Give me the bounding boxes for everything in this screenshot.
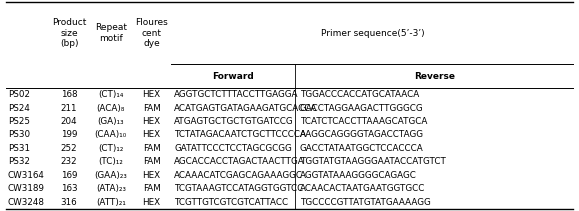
Text: HEX: HEX — [142, 90, 161, 99]
Text: 252: 252 — [61, 144, 78, 153]
Text: CW3189: CW3189 — [8, 184, 45, 193]
Text: (GA)₁₃: (GA)₁₃ — [97, 117, 124, 126]
Text: GATATTCCCTCCTAGCGCGG: GATATTCCCTCCTAGCGCGG — [174, 144, 292, 153]
Text: PS30: PS30 — [8, 130, 30, 139]
Text: FAM: FAM — [143, 184, 160, 193]
Text: 168: 168 — [61, 90, 78, 99]
Text: CW3164: CW3164 — [8, 171, 45, 180]
Text: PS32: PS32 — [8, 157, 30, 166]
Text: (ACA)₈: (ACA)₈ — [97, 104, 125, 113]
Text: (CT)₁₂: (CT)₁₂ — [98, 144, 123, 153]
Text: Repeat
motif: Repeat motif — [95, 23, 127, 43]
Text: 163: 163 — [61, 184, 78, 193]
Text: TCATCTCACCTTAAAGCATGCA: TCATCTCACCTTAAAGCATGCA — [300, 117, 427, 126]
Text: (ATT)₂₁: (ATT)₂₁ — [96, 198, 126, 207]
Text: (TC)₁₂: (TC)₁₂ — [98, 157, 123, 166]
Text: Floures
cent
dye: Floures cent dye — [135, 18, 168, 48]
Text: TCTATAGACAATCTGCTTCCCCA: TCTATAGACAATCTGCTTCCCCA — [174, 130, 306, 139]
Text: TCGTAAAGTCCATAGGTGGTCC: TCGTAAAGTCCATAGGTGGTCC — [174, 184, 303, 193]
Text: (CAA)₁₀: (CAA)₁₀ — [94, 130, 127, 139]
Text: Reverse: Reverse — [413, 72, 455, 81]
Text: (ATA)₂₃: (ATA)₂₃ — [96, 184, 126, 193]
Text: PS24: PS24 — [8, 104, 30, 113]
Text: FAM: FAM — [143, 104, 160, 113]
Text: Primer sequence(5’-3’): Primer sequence(5’-3’) — [321, 29, 424, 38]
Text: Product
size
(bp): Product size (bp) — [52, 18, 86, 48]
Text: Forward: Forward — [212, 72, 254, 81]
Text: FAM: FAM — [143, 144, 160, 153]
Text: ACAACACTAATGAATGGTGCC: ACAACACTAATGAATGGTGCC — [300, 184, 425, 193]
Text: PS25: PS25 — [8, 117, 30, 126]
Text: 232: 232 — [61, 157, 78, 166]
Text: 169: 169 — [61, 171, 78, 180]
Text: (GAA)₂₃: (GAA)₂₃ — [94, 171, 127, 180]
Text: ATGAGTGCTGCTGTGATCCG: ATGAGTGCTGCTGTGATCCG — [174, 117, 294, 126]
Text: ACAAACATCGAGCAGAAAGGC: ACAAACATCGAGCAGAAAGGC — [174, 171, 303, 180]
Text: TGGACCCACCATGCATAACA: TGGACCCACCATGCATAACA — [300, 90, 419, 99]
Text: AAGGCAGGGGTAGACCTAGG: AAGGCAGGGGTAGACCTAGG — [300, 130, 424, 139]
Text: AGGTATAAAGGGGCAGAGC: AGGTATAAAGGGGCAGAGC — [300, 171, 416, 180]
Text: HEX: HEX — [142, 171, 161, 180]
Text: 316: 316 — [61, 198, 78, 207]
Text: AGGTGCTCTTTACCTTGAGGA: AGGTGCTCTTTACCTTGAGGA — [174, 90, 299, 99]
Text: GACCTAGGAAGACTTGGGCG: GACCTAGGAAGACTTGGGCG — [300, 104, 423, 113]
Text: 211: 211 — [61, 104, 78, 113]
Text: AGCACCACCTAGACTAACTTGA: AGCACCACCTAGACTAACTTGA — [174, 157, 305, 166]
Text: TGCCCCGTTATGTATGAAAAGG: TGCCCCGTTATGTATGAAAAGG — [300, 198, 430, 207]
Text: HEX: HEX — [142, 198, 161, 207]
Text: 199: 199 — [61, 130, 78, 139]
Text: 204: 204 — [61, 117, 78, 126]
Text: PS31: PS31 — [8, 144, 30, 153]
Text: HEX: HEX — [142, 130, 161, 139]
Text: TGGTATGTAAGGGAATACCATGTCT: TGGTATGTAAGGGAATACCATGTCT — [300, 157, 446, 166]
Text: GACCTATAATGGCTCCACCCA: GACCTATAATGGCTCCACCCA — [300, 144, 423, 153]
Text: (CT)₁₄: (CT)₁₄ — [98, 90, 123, 99]
Text: HEX: HEX — [142, 117, 161, 126]
Text: ACATGAGTGATAGAAGATGCACCA: ACATGAGTGATAGAAGATGCACCA — [174, 104, 318, 113]
Text: CW3248: CW3248 — [8, 198, 45, 207]
Text: FAM: FAM — [143, 157, 160, 166]
Text: TCGTTGTCGTCGTCATTACC: TCGTTGTCGTCGTCATTACC — [174, 198, 288, 207]
Text: PS02: PS02 — [8, 90, 30, 99]
